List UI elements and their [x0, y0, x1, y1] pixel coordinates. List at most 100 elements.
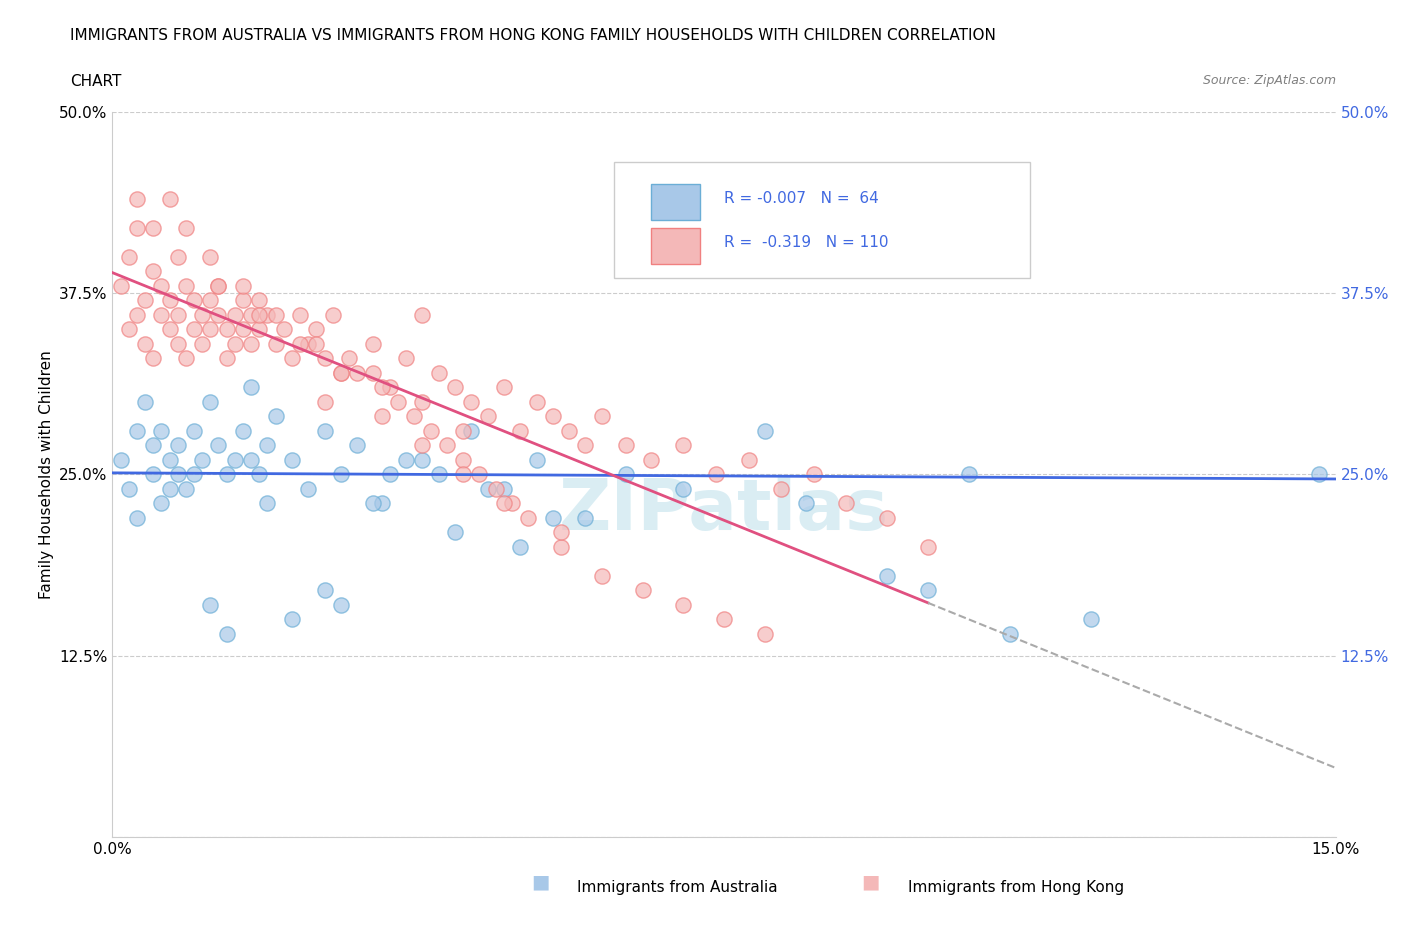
- Point: [346, 365, 368, 380]
- Point: [370, 379, 392, 394]
- Point: [207, 278, 229, 293]
- Point: [492, 496, 515, 511]
- Point: [166, 467, 188, 482]
- Point: [704, 467, 727, 482]
- Point: [207, 278, 229, 293]
- Point: [672, 482, 695, 497]
- Point: [754, 627, 776, 642]
- Text: R =  -0.319   N = 110: R = -0.319 N = 110: [724, 234, 889, 249]
- FancyBboxPatch shape: [614, 163, 1029, 278]
- Point: [713, 32, 735, 46]
- Text: ■: ■: [862, 872, 880, 892]
- Point: [134, 293, 156, 308]
- Point: [191, 337, 214, 352]
- Point: [411, 307, 433, 322]
- Point: [240, 337, 263, 352]
- Point: [134, 337, 156, 352]
- Point: [288, 337, 311, 352]
- Point: [329, 365, 352, 380]
- Point: [174, 482, 197, 497]
- Point: [672, 438, 695, 453]
- Point: [273, 322, 295, 337]
- Point: [134, 394, 156, 409]
- Point: [207, 307, 229, 322]
- Point: [541, 409, 564, 424]
- Point: [232, 293, 254, 308]
- Point: [125, 511, 148, 525]
- Point: [517, 511, 540, 525]
- Y-axis label: Family Households with Children: Family Households with Children: [38, 350, 53, 599]
- Point: [297, 482, 319, 497]
- Point: [370, 409, 392, 424]
- Point: [150, 496, 173, 511]
- Point: [411, 394, 433, 409]
- Point: [550, 539, 572, 554]
- Point: [305, 322, 328, 337]
- Point: [835, 496, 858, 511]
- Point: [215, 627, 238, 642]
- Point: [444, 379, 467, 394]
- Point: [118, 249, 141, 264]
- Point: [200, 394, 222, 409]
- Point: [477, 409, 499, 424]
- Point: [166, 337, 188, 352]
- Point: [166, 307, 188, 322]
- Point: [1308, 467, 1330, 482]
- Point: [150, 307, 173, 322]
- Point: [477, 482, 499, 497]
- Text: Source: ZipAtlas.com: Source: ZipAtlas.com: [1202, 74, 1336, 87]
- Point: [183, 322, 205, 337]
- Point: [957, 467, 980, 482]
- Point: [281, 351, 304, 365]
- Point: [754, 423, 776, 438]
- Point: [297, 337, 319, 352]
- Point: [166, 438, 188, 453]
- Point: [174, 278, 197, 293]
- Point: [200, 597, 222, 612]
- Point: [142, 351, 165, 365]
- Point: [142, 467, 165, 482]
- Point: [264, 307, 287, 322]
- Point: [256, 307, 278, 322]
- Point: [614, 467, 637, 482]
- Point: [395, 452, 418, 467]
- Text: IMMIGRANTS FROM AUSTRALIA VS IMMIGRANTS FROM HONG KONG FAMILY HOUSEHOLDS WITH CH: IMMIGRANTS FROM AUSTRALIA VS IMMIGRANTS …: [70, 28, 997, 43]
- Point: [672, 597, 695, 612]
- Point: [118, 482, 141, 497]
- Point: [207, 438, 229, 453]
- Point: [288, 307, 311, 322]
- Point: [240, 452, 263, 467]
- Point: [451, 452, 474, 467]
- Point: [614, 438, 637, 453]
- Point: [794, 496, 817, 511]
- Point: [200, 249, 222, 264]
- Point: [125, 192, 148, 206]
- Point: [125, 220, 148, 235]
- Point: [232, 423, 254, 438]
- Point: [427, 365, 450, 380]
- Point: [526, 394, 548, 409]
- Point: [191, 307, 214, 322]
- Point: [998, 627, 1021, 642]
- Point: [159, 452, 181, 467]
- Point: [395, 351, 418, 365]
- Text: R = -0.007   N =  64: R = -0.007 N = 64: [724, 192, 879, 206]
- Point: [492, 482, 515, 497]
- Point: [411, 438, 433, 453]
- Point: [264, 337, 287, 352]
- Point: [159, 482, 181, 497]
- Point: [640, 452, 662, 467]
- Point: [363, 337, 385, 352]
- Point: [419, 423, 441, 438]
- Point: [501, 496, 523, 511]
- Point: [387, 394, 409, 409]
- Point: [110, 278, 132, 293]
- Point: [835, 60, 858, 75]
- Point: [737, 452, 759, 467]
- Point: [232, 278, 254, 293]
- Point: [329, 597, 352, 612]
- Point: [183, 423, 205, 438]
- Point: [224, 337, 246, 352]
- Point: [574, 511, 596, 525]
- Point: [159, 322, 181, 337]
